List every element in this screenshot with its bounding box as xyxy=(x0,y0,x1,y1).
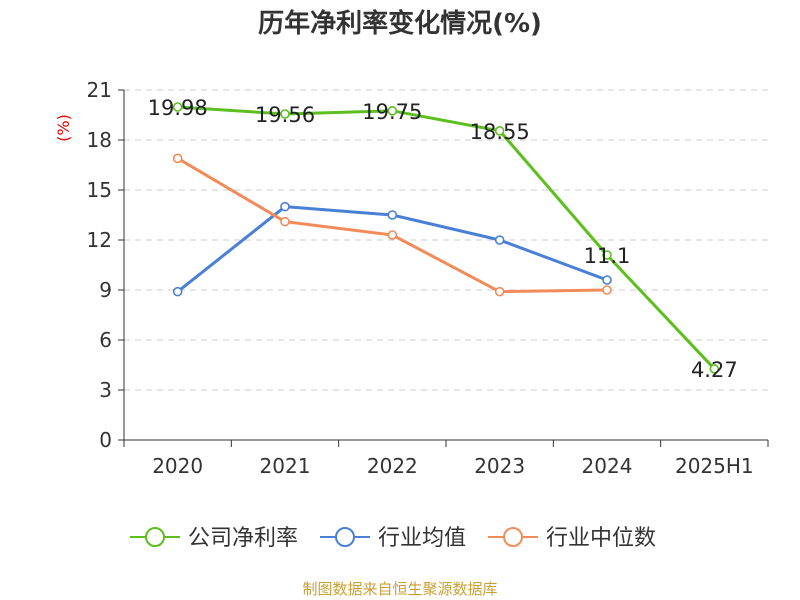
y-tick-label: 15 xyxy=(87,178,112,202)
legend: 公司净利率 行业均值 行业中位数 xyxy=(130,526,656,551)
data-labels: 19.98 19.56 19.75 18.55 11.1 4.27 xyxy=(148,96,738,382)
grid xyxy=(124,89,768,391)
x-tick-label: 2021 xyxy=(260,454,311,478)
data-label: 11.1 xyxy=(584,244,631,268)
series-point xyxy=(709,364,720,374)
legend-marker xyxy=(145,527,165,547)
legend-item-1: 公司净利率 xyxy=(130,526,298,551)
y-tick-label: 9 xyxy=(99,278,112,302)
series-point xyxy=(602,275,612,285)
y-tick-label: 21 xyxy=(87,78,112,102)
series-point xyxy=(387,106,398,116)
x-tick-label: 2020 xyxy=(152,454,203,478)
legend-label: 行业均值 xyxy=(378,526,466,551)
y-axis-label: (%) xyxy=(54,114,73,142)
series-point xyxy=(172,286,183,297)
chart-title: 历年净利率变化情况(%) xyxy=(258,8,542,39)
series-point xyxy=(494,286,505,297)
series-point xyxy=(280,216,290,227)
data-label: 19.98 xyxy=(148,96,208,120)
axes: 0 3 6 9 12 15 18 21 2020 2021 2022 2023 2024 2025H1 xyxy=(87,78,769,478)
data-label: 18.55 xyxy=(470,120,530,144)
series-point xyxy=(172,102,183,112)
series-point xyxy=(280,201,290,212)
legend-label: 公司净利率 xyxy=(188,526,298,551)
series-point xyxy=(172,153,183,164)
y-tick-label: 3 xyxy=(99,378,112,402)
y-tick-label: 0 xyxy=(99,428,112,452)
data-label: 4.27 xyxy=(691,358,738,382)
legend-item-3: 行业中位数 xyxy=(488,526,656,551)
series-point xyxy=(494,126,505,136)
y-tick-label: 18 xyxy=(87,128,112,152)
series-line-1 xyxy=(177,105,716,370)
legend-label: 行业中位数 xyxy=(546,526,656,551)
series-point xyxy=(387,230,398,240)
legend-item-2: 行业均值 xyxy=(320,526,466,551)
series-point xyxy=(602,285,612,295)
series-point xyxy=(280,109,290,119)
y-tick-label: 12 xyxy=(87,228,112,252)
data-label: 19.75 xyxy=(362,100,422,124)
source-note: 制图数据来自恒生聚源数据库 xyxy=(302,580,497,598)
series-point xyxy=(387,210,398,220)
series-point xyxy=(602,250,612,260)
series-lines xyxy=(172,102,720,374)
legend-marker xyxy=(503,527,523,547)
series-point xyxy=(494,235,505,245)
x-tick-label: 2023 xyxy=(474,454,525,478)
x-tick-label: 2022 xyxy=(367,454,418,478)
x-tick-label: 2025H1 xyxy=(675,454,754,478)
x-tick-label: 2024 xyxy=(582,454,633,478)
legend-marker xyxy=(335,527,355,547)
y-tick-label: 6 xyxy=(99,328,112,352)
data-label: 19.56 xyxy=(255,103,315,127)
